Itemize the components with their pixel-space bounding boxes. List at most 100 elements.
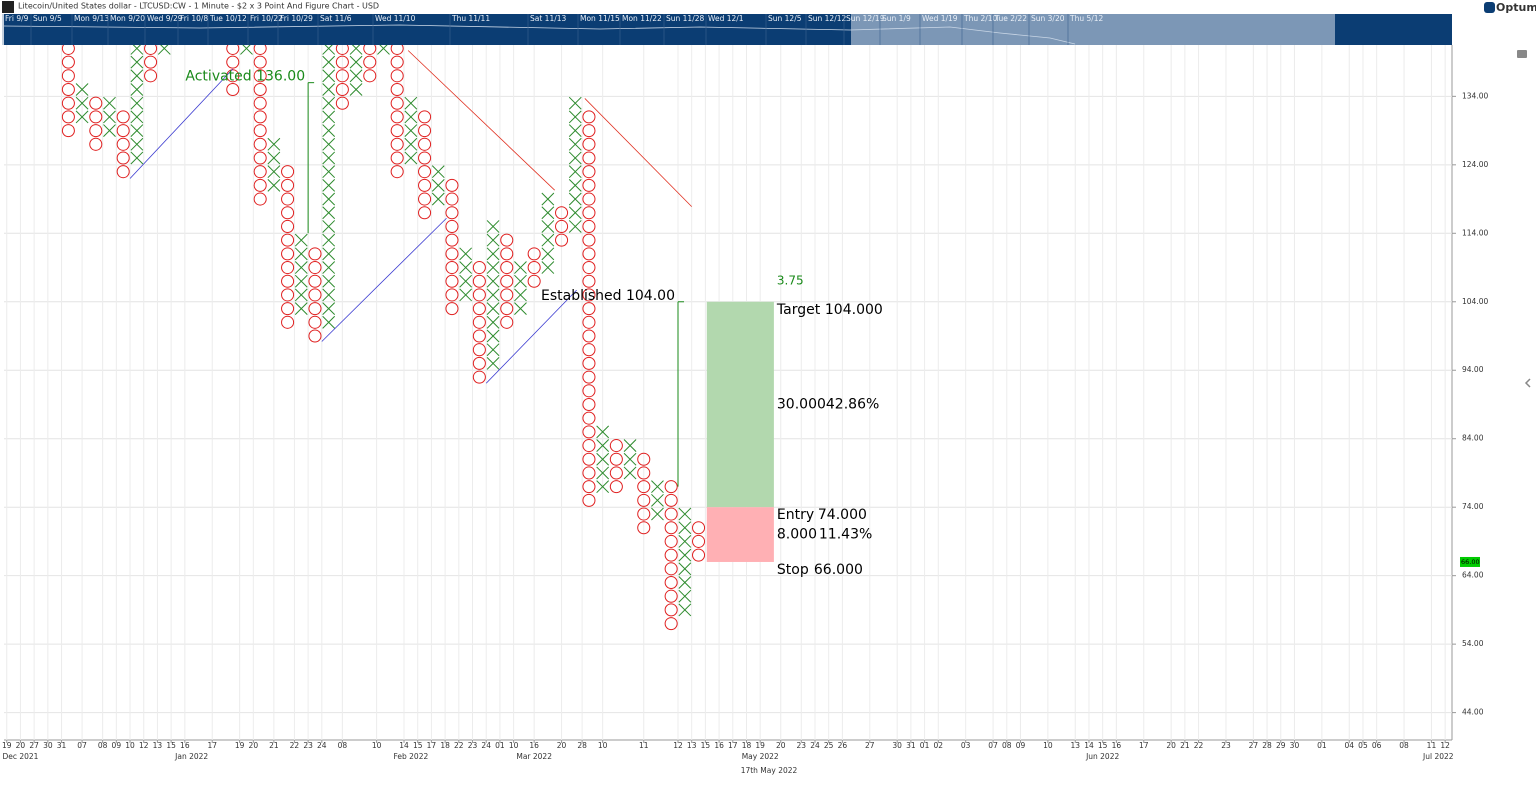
o-box	[308, 261, 322, 275]
x-box	[130, 110, 144, 124]
x-box	[103, 110, 116, 124]
navigator-label: Tue 10/12	[209, 14, 247, 23]
o-box	[582, 425, 596, 439]
o-box	[89, 124, 103, 138]
o-box	[582, 165, 596, 179]
o-box	[582, 356, 596, 370]
o-box	[472, 356, 486, 370]
x-tick-label: 28	[577, 741, 587, 750]
x-box	[623, 452, 637, 466]
x-tick-label: 06	[1372, 741, 1382, 750]
x-tick-label: 22	[1194, 741, 1204, 750]
x-box	[322, 83, 336, 96]
app-icon	[2, 1, 14, 13]
o-box	[582, 261, 596, 275]
x-tick-label: 01	[495, 741, 505, 750]
o-box	[253, 178, 267, 192]
o-box	[116, 110, 130, 124]
o-box	[418, 192, 432, 206]
o-column	[144, 45, 158, 83]
x-box	[103, 124, 116, 137]
x-box	[459, 247, 473, 261]
o-box	[637, 480, 651, 494]
o-box	[692, 521, 706, 535]
x-tick-label: 20	[1166, 741, 1176, 750]
x-box	[322, 302, 336, 316]
x-box	[322, 261, 336, 274]
reward-value: 42.86%	[826, 396, 879, 412]
x-column	[678, 507, 692, 617]
x-column	[651, 480, 664, 521]
brand-icon	[1484, 2, 1495, 13]
navigator-selection[interactable]	[851, 14, 1335, 45]
x-tick-label: 22	[290, 741, 300, 750]
o-column	[363, 45, 377, 83]
o-box	[445, 178, 459, 192]
x-box	[596, 425, 610, 439]
x-box	[486, 343, 500, 357]
x-box	[404, 110, 418, 124]
x-column	[103, 96, 116, 137]
y-tick-label: 104.00	[1462, 297, 1488, 306]
x-box	[678, 603, 692, 617]
o-box	[281, 315, 295, 329]
x-tick-label: 27	[865, 741, 875, 750]
x-column	[404, 96, 418, 165]
o-column	[555, 206, 569, 247]
x-box	[294, 261, 308, 274]
x-tick-label: 15	[1098, 741, 1108, 750]
month-label: May 2022	[742, 752, 779, 761]
navigator-label: Sun 12/5	[768, 14, 802, 23]
collapse-arrow[interactable]	[1524, 378, 1531, 388]
o-box	[253, 110, 267, 124]
o-column	[445, 178, 459, 316]
o-column	[335, 45, 349, 110]
navigator-label: Wed 12/1	[708, 14, 744, 23]
x-column	[240, 45, 253, 55]
o-box	[664, 575, 678, 590]
o-box	[445, 219, 459, 233]
x-box	[322, 45, 336, 55]
x-tick-label: 11	[639, 741, 649, 750]
lock-icon[interactable]	[1517, 50, 1527, 58]
o-box	[582, 329, 596, 343]
x-tick-label: 30	[1290, 741, 1300, 750]
o-box	[500, 288, 514, 302]
x-tick-label: 16	[1112, 741, 1122, 750]
o-box	[335, 82, 349, 97]
o-box	[335, 55, 349, 69]
y-tick-label: 64.00	[1462, 571, 1484, 580]
x-tick-label: 01	[1317, 741, 1327, 750]
x-box	[568, 96, 582, 110]
o-box	[582, 192, 596, 206]
navigator-label: Tue 2/22	[994, 14, 1027, 23]
x-tick-label: 18	[742, 741, 752, 750]
navigator-label: Thu 2/10	[963, 14, 998, 23]
x-box	[322, 192, 336, 206]
x-tick-label: 27	[29, 741, 39, 750]
o-box	[637, 507, 651, 521]
x-column	[459, 247, 473, 302]
x-box	[322, 233, 336, 247]
x-box	[130, 137, 144, 151]
o-box	[253, 69, 267, 83]
o-box	[445, 261, 459, 275]
x-tick-label: 20	[249, 741, 259, 750]
x-box	[349, 45, 363, 55]
x-tick-label: 21	[1180, 741, 1190, 750]
x-tick-label: 11	[1427, 741, 1437, 750]
o-box	[582, 315, 596, 329]
x-tick-label: 17	[207, 741, 217, 750]
x-column	[486, 220, 500, 370]
o-box	[61, 69, 75, 83]
y-tick-label: 114.00	[1462, 228, 1488, 237]
o-box	[500, 247, 514, 261]
x-tick-label: 15	[413, 741, 423, 750]
navigator-label: Sun 3/20	[1031, 14, 1065, 23]
x-tick-label: 10	[125, 741, 135, 750]
o-box	[582, 397, 596, 412]
x-tick-label: 08	[1002, 741, 1012, 750]
x-box	[431, 192, 445, 206]
x-tick-label: 24	[810, 741, 820, 750]
o-box	[582, 137, 596, 151]
